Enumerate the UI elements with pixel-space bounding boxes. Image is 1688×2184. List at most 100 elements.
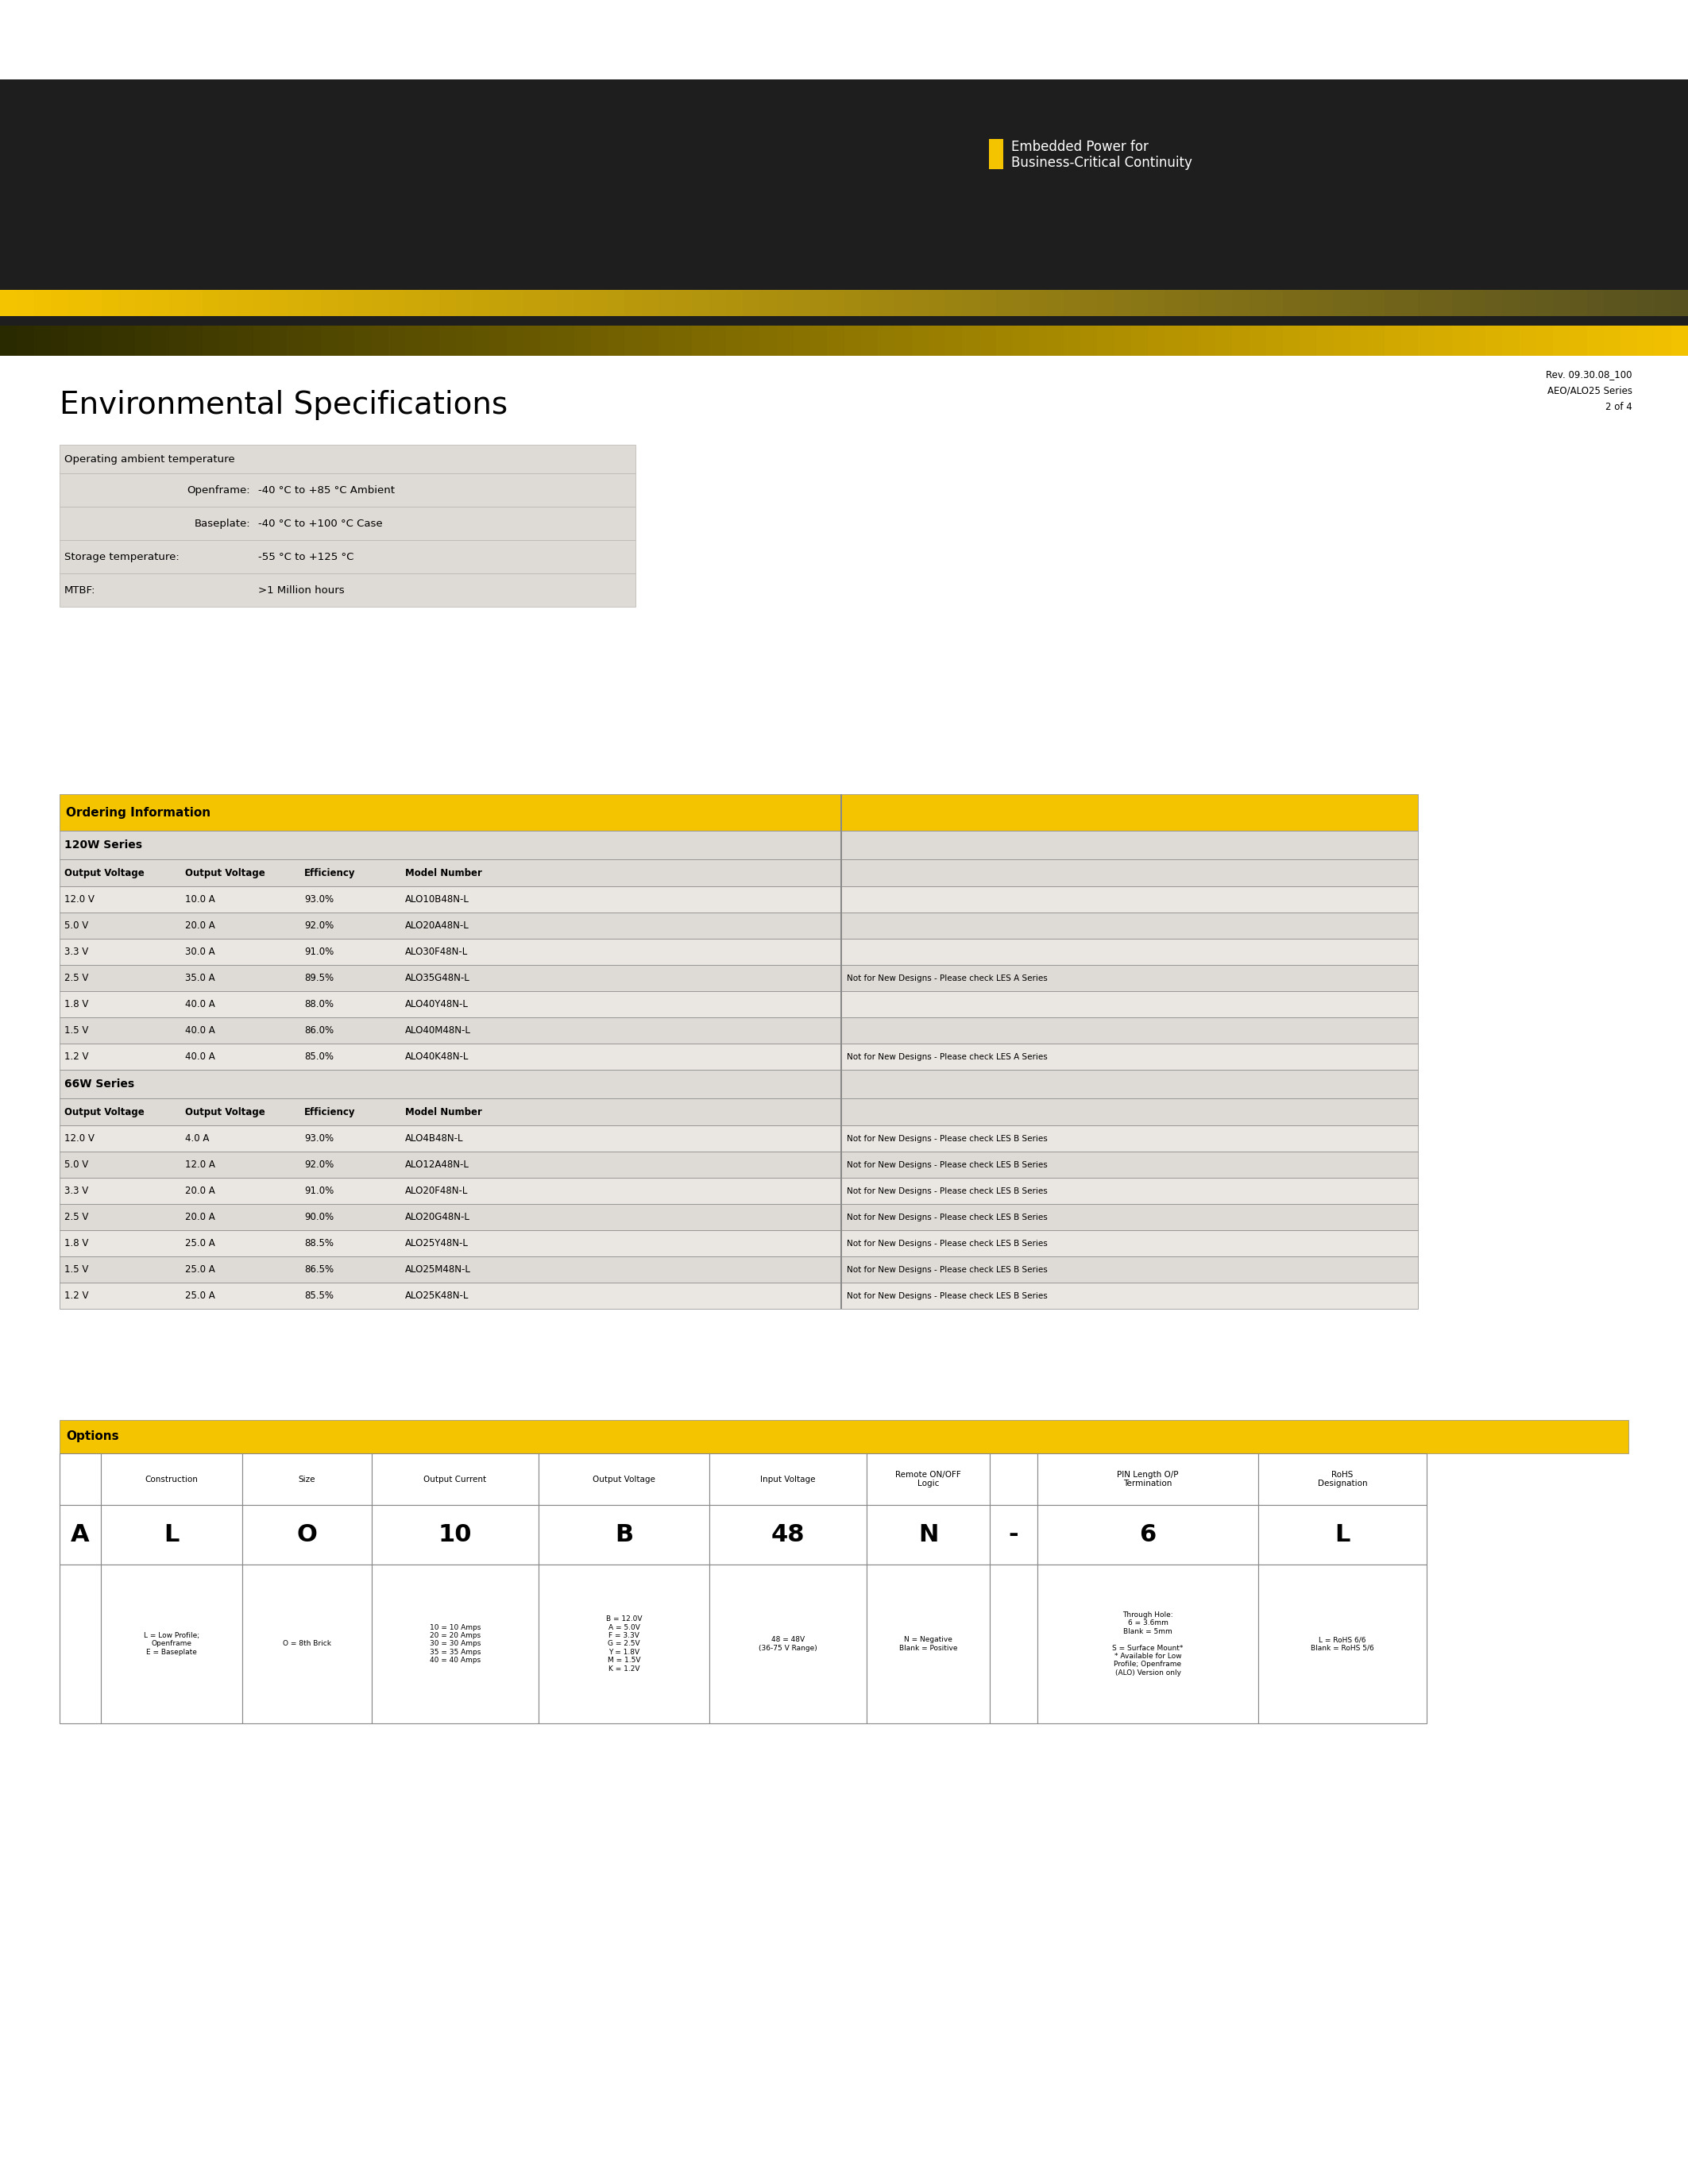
Bar — [726, 290, 743, 317]
Text: 92.0%: 92.0% — [304, 1160, 334, 1171]
Bar — [540, 290, 557, 317]
Bar — [1620, 290, 1637, 317]
Bar — [989, 1452, 1038, 1505]
Bar — [101, 290, 118, 317]
Text: 86.0%: 86.0% — [304, 1024, 334, 1035]
Text: 91.0%: 91.0% — [304, 1186, 334, 1197]
Text: ALO40M48N-L: ALO40M48N-L — [405, 1024, 471, 1035]
Bar — [236, 290, 253, 317]
Text: Output Voltage: Output Voltage — [592, 1474, 655, 1483]
Bar — [17, 290, 34, 317]
Bar — [169, 325, 186, 356]
Bar — [1013, 325, 1030, 356]
Text: 12.0 V: 12.0 V — [64, 1133, 95, 1144]
Bar — [844, 325, 861, 356]
Bar — [1604, 290, 1620, 317]
Bar — [59, 992, 1418, 1018]
Bar — [135, 325, 152, 356]
Bar — [1030, 325, 1047, 356]
Bar — [866, 1564, 989, 1723]
Bar — [1258, 1452, 1426, 1505]
Bar — [59, 1282, 1418, 1308]
Bar — [810, 325, 827, 356]
Bar — [1131, 325, 1148, 356]
Bar — [866, 1452, 989, 1505]
Bar — [59, 574, 635, 607]
Text: Embedded Power for: Embedded Power for — [1011, 140, 1148, 155]
Bar — [608, 290, 625, 317]
Bar — [101, 1505, 243, 1564]
Bar — [1435, 290, 1452, 317]
Bar — [1519, 290, 1536, 317]
Text: 25.0 A: 25.0 A — [186, 1238, 214, 1249]
Bar — [538, 1452, 709, 1505]
Bar — [1502, 290, 1519, 317]
Bar — [1604, 325, 1620, 356]
Bar — [405, 290, 422, 317]
Bar — [1384, 325, 1401, 356]
Text: 1.8 V: 1.8 V — [64, 998, 88, 1009]
Text: 1.5 V: 1.5 V — [64, 1024, 88, 1035]
Bar — [996, 290, 1013, 317]
Text: 25.0 A: 25.0 A — [186, 1291, 214, 1302]
Bar — [1165, 325, 1182, 356]
Bar — [861, 325, 878, 356]
Bar — [84, 325, 101, 356]
Bar — [1587, 325, 1604, 356]
Text: Rev. 09.30.08_100: Rev. 09.30.08_100 — [1546, 369, 1632, 380]
Bar — [1502, 325, 1519, 356]
Bar — [1452, 290, 1469, 317]
Bar — [1198, 325, 1215, 356]
Bar — [1485, 290, 1502, 317]
Text: N: N — [918, 1522, 939, 1546]
Text: L = Low Profile;
Openframe
E = Baseplate: L = Low Profile; Openframe E = Baseplate — [143, 1631, 199, 1655]
Bar — [1654, 290, 1671, 317]
Text: Remote ON/OFF
Logic: Remote ON/OFF Logic — [895, 1470, 960, 1487]
Text: ALO12A48N-L: ALO12A48N-L — [405, 1160, 469, 1171]
Bar — [371, 1564, 538, 1723]
Bar — [776, 290, 793, 317]
Text: 20.0 A: 20.0 A — [186, 1212, 214, 1223]
Bar — [1030, 290, 1047, 317]
Bar — [270, 325, 287, 356]
Bar — [1637, 290, 1654, 317]
Bar — [1620, 325, 1637, 356]
Bar — [1047, 290, 1063, 317]
Text: 5.0 V: 5.0 V — [64, 919, 88, 930]
Bar — [538, 1564, 709, 1723]
Bar — [243, 1505, 371, 1564]
Bar — [625, 290, 641, 317]
Bar — [68, 290, 84, 317]
Text: 85.0%: 85.0% — [304, 1051, 334, 1061]
Bar — [135, 290, 152, 317]
Bar — [439, 325, 456, 356]
Bar — [1384, 290, 1401, 317]
Bar — [1570, 325, 1587, 356]
Bar — [591, 290, 608, 317]
Text: 10: 10 — [439, 1522, 473, 1546]
Text: 3.3 V: 3.3 V — [64, 1186, 88, 1197]
Text: 66W Series: 66W Series — [64, 1079, 135, 1090]
Bar — [1266, 325, 1283, 356]
Bar — [118, 290, 135, 317]
Text: ALO35G48N-L: ALO35G48N-L — [405, 972, 469, 983]
Bar — [473, 290, 490, 317]
Bar — [1553, 325, 1570, 356]
Text: L: L — [164, 1522, 179, 1546]
Text: Operating ambient temperature: Operating ambient temperature — [64, 454, 235, 465]
Text: Not for New Designs - Please check LES B Series: Not for New Designs - Please check LES B… — [847, 1291, 1048, 1299]
Bar — [1038, 1564, 1258, 1723]
Text: -55 °C to +125 °C: -55 °C to +125 °C — [258, 553, 354, 561]
Bar — [490, 325, 506, 356]
Bar — [1300, 290, 1317, 317]
Text: A: A — [71, 1522, 89, 1546]
Bar — [51, 325, 68, 356]
Text: 40.0 A: 40.0 A — [186, 1051, 214, 1061]
Bar — [1038, 1505, 1258, 1564]
Bar — [59, 1151, 1418, 1177]
Text: 86.5%: 86.5% — [304, 1265, 334, 1275]
Text: 10 = 10 Amps
20 = 20 Amps
30 = 30 Amps
35 = 35 Amps
40 = 40 Amps: 10 = 10 Amps 20 = 20 Amps 30 = 30 Amps 3… — [429, 1625, 481, 1664]
Bar — [388, 325, 405, 356]
Bar — [1148, 325, 1165, 356]
Text: Size: Size — [299, 1474, 316, 1483]
